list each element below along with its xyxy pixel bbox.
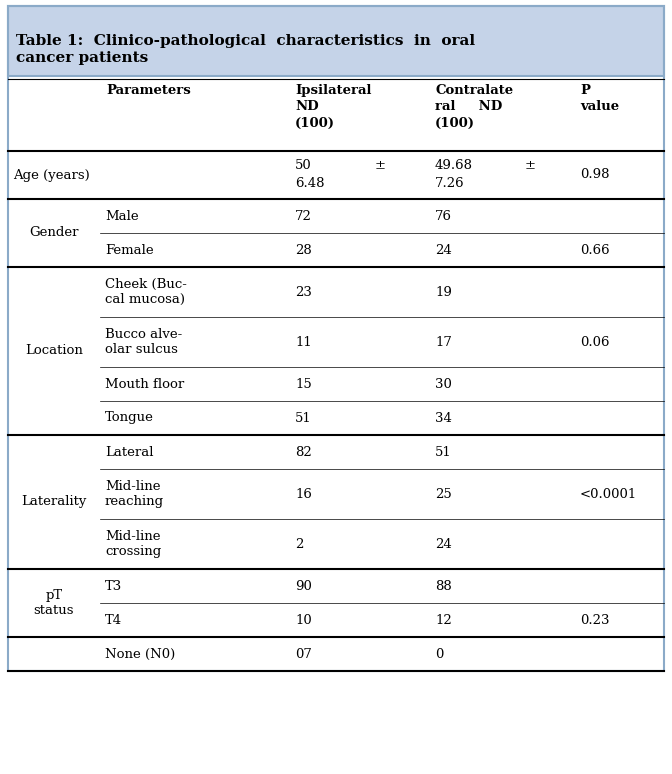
Text: 51: 51 <box>435 446 452 458</box>
Text: 34: 34 <box>435 412 452 424</box>
Text: 0: 0 <box>435 648 444 660</box>
Text: 0.66: 0.66 <box>580 244 610 256</box>
Text: Mouth floor: Mouth floor <box>105 378 184 391</box>
Text: 07: 07 <box>295 648 312 660</box>
Text: Laterality: Laterality <box>22 495 87 509</box>
Text: 51: 51 <box>295 412 312 424</box>
Text: T3: T3 <box>105 580 122 593</box>
Text: 72: 72 <box>295 210 312 222</box>
Text: 28: 28 <box>295 244 312 256</box>
Text: Tongue: Tongue <box>105 412 154 424</box>
Text: Cheek (Buc-
cal mucosa): Cheek (Buc- cal mucosa) <box>105 278 187 306</box>
Text: 0.98: 0.98 <box>580 169 610 181</box>
Text: pT
status: pT status <box>34 588 74 618</box>
Text: 17: 17 <box>435 335 452 348</box>
Text: Bucco alve-
olar sulcus: Bucco alve- olar sulcus <box>105 328 182 356</box>
Text: None (N0): None (N0) <box>105 648 175 660</box>
Text: Table 1:  Clinico-pathological  characteristics  in  oral: Table 1: Clinico-pathological characteri… <box>16 34 475 48</box>
Text: 6.48: 6.48 <box>295 177 325 190</box>
Text: Mid-line
reaching: Mid-line reaching <box>105 480 164 508</box>
Text: Female: Female <box>105 244 154 256</box>
Text: 82: 82 <box>295 446 312 458</box>
Text: 0.23: 0.23 <box>580 614 610 626</box>
Text: Gender: Gender <box>30 227 79 239</box>
Text: 50: 50 <box>295 159 312 172</box>
Text: 10: 10 <box>295 614 312 626</box>
FancyBboxPatch shape <box>8 6 664 76</box>
Text: 7.26: 7.26 <box>435 177 464 190</box>
Text: ±: ± <box>525 159 536 172</box>
Text: Male: Male <box>105 210 138 222</box>
Text: 25: 25 <box>435 488 452 501</box>
Text: Lateral: Lateral <box>105 446 153 458</box>
Text: 19: 19 <box>435 286 452 299</box>
Text: Parameters: Parameters <box>107 84 192 97</box>
Text: cancer patients: cancer patients <box>16 51 149 65</box>
Text: <0.0001: <0.0001 <box>580 488 637 501</box>
Text: 90: 90 <box>295 580 312 593</box>
Text: Mid-line
crossing: Mid-line crossing <box>105 530 161 558</box>
Text: 30: 30 <box>435 378 452 391</box>
Text: 16: 16 <box>295 488 312 501</box>
Text: 0.06: 0.06 <box>580 335 610 348</box>
Text: ±: ± <box>374 159 386 172</box>
Text: Age (years): Age (years) <box>13 169 90 181</box>
Text: 88: 88 <box>435 580 452 593</box>
Text: 12: 12 <box>435 614 452 626</box>
Text: 23: 23 <box>295 286 312 299</box>
Text: 24: 24 <box>435 537 452 550</box>
Text: Location: Location <box>25 344 83 358</box>
Text: Contralate
ral     ND
(100): Contralate ral ND (100) <box>435 84 513 130</box>
Text: 15: 15 <box>295 378 312 391</box>
Text: T4: T4 <box>105 614 122 626</box>
Text: 2: 2 <box>295 537 303 550</box>
Text: 24: 24 <box>435 244 452 256</box>
Text: P
value: P value <box>580 84 619 114</box>
Text: Ipsilateral
ND
(100): Ipsilateral ND (100) <box>295 84 372 130</box>
Text: 11: 11 <box>295 335 312 348</box>
Text: 76: 76 <box>435 210 452 222</box>
Text: 49.68: 49.68 <box>435 159 473 172</box>
